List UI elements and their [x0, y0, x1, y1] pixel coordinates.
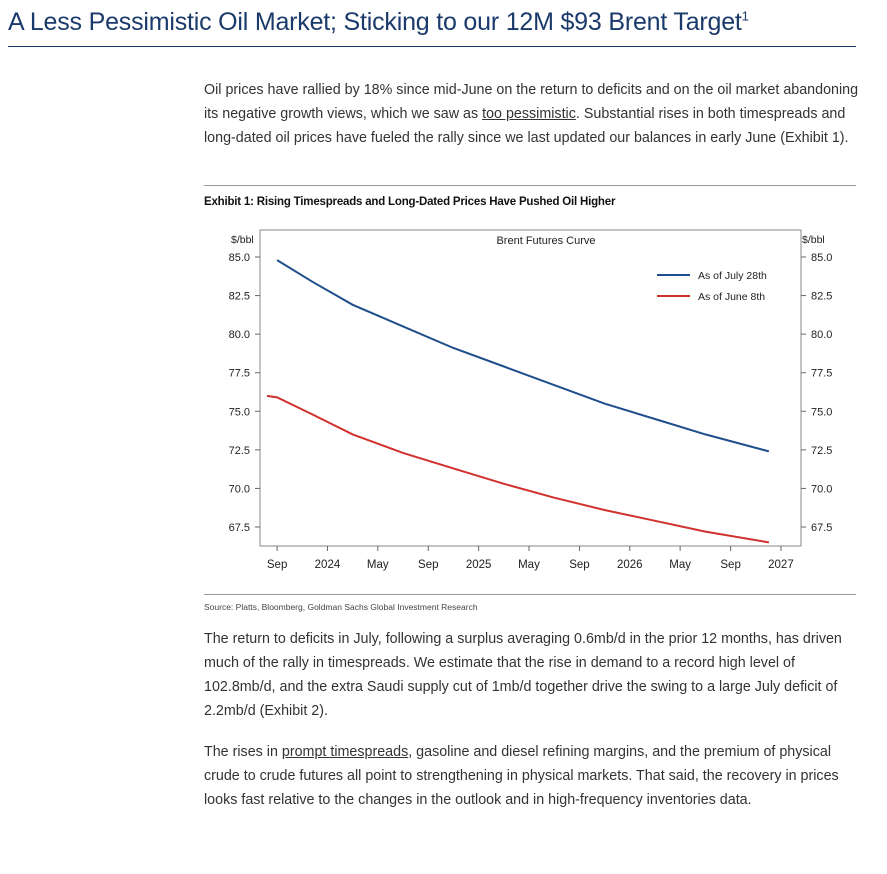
plot-frame [259, 229, 802, 547]
intro-paragraph: Oil prices have rallied by 18% since mid… [204, 78, 864, 150]
x-tick-label: Sep [569, 559, 589, 571]
exhibit-source: Source: Platts, Bloomberg, Goldman Sachs… [204, 602, 478, 612]
series-line-june-8 [266, 394, 770, 544]
exhibit-title: Exhibit 1: Rising Timespreads and Long-D… [204, 196, 616, 208]
y-axis-left-label: $/bbl [231, 234, 254, 246]
x-tick-label: Sep [418, 559, 438, 571]
x-tick-label: May [518, 559, 540, 571]
legend-label-july-28: As of July 28th [698, 270, 767, 282]
series-lines [266, 259, 770, 544]
x-tick-label: 2024 [315, 559, 341, 571]
prompt-timespreads-link[interactable]: prompt timespreads [281, 744, 409, 760]
y-tick-label-left: 77.5 [229, 368, 250, 380]
y-tick-label-right: 70.0 [811, 483, 832, 495]
y-tick-label-left: 75.0 [229, 406, 250, 418]
y-tick-label-left: 72.5 [229, 445, 250, 457]
x-axis-ticks: Sep 2024 May Sep 2025 May Sep 2026 May Sep 2027 [267, 546, 794, 571]
x-tick-label: Sep [267, 559, 287, 571]
y-tick-label-left: 67.5 [229, 522, 250, 534]
y-axis-ticks: 85.0 85.0 82.5 82.5 80.0 80.0 77.5 77.5 75.0 75.0… [229, 252, 833, 534]
y-tick-label-right: 67.5 [811, 522, 832, 534]
series-line-july-28 [276, 259, 770, 453]
p2-text-before: The rises in [204, 744, 282, 760]
y-tick-label-right: 72.5 [811, 445, 832, 457]
y-tick-label-left: 80.0 [229, 329, 250, 341]
title-divider [8, 46, 856, 47]
p2-text-after: , gasoline and diesel refining margins, … [204, 744, 839, 808]
y-tick-label-right: 82.5 [811, 291, 832, 303]
legend-label-june-8: As of June 8th [698, 291, 765, 303]
footnote-marker[interactable]: 1 [741, 8, 749, 24]
y-tick-label-right: 80.0 [811, 329, 832, 341]
y-tick-label-right: 75.0 [811, 406, 832, 418]
y-tick-label-left: 85.0 [229, 252, 250, 264]
x-tick-label: 2025 [466, 559, 492, 571]
x-tick-label: May [669, 559, 691, 571]
y-axis-right-label: $/bbl [802, 234, 825, 246]
exhibit-top-divider [204, 185, 856, 186]
y-tick-label-left: 70.0 [229, 483, 250, 495]
y-tick-label-right: 85.0 [811, 252, 832, 264]
y-tick-label-right: 77.5 [811, 368, 832, 380]
y-tick-label-left: 82.5 [229, 291, 250, 303]
exhibit-bottom-divider [204, 594, 856, 595]
body-paragraph-2: The rises in prompt timespreads, gasolin… [204, 740, 864, 812]
x-tick-label: Sep [720, 559, 740, 571]
intro-text-after: . Substantial rises in both timespreads … [204, 106, 849, 146]
x-tick-label: May [367, 559, 389, 571]
legend: As of July 28th As of June 8th [657, 270, 767, 303]
intro-text-before: Oil prices have rallied by 18% since mid… [204, 82, 859, 122]
x-tick-label: 2027 [768, 559, 794, 571]
body-paragraph-1: The return to deficits in July, followin… [204, 631, 842, 719]
page-title: A Less Pessimistic Oil Market; Sticking … [8, 8, 749, 37]
chart-title: Brent Futures Curve [496, 235, 595, 247]
too-pessimistic-link[interactable]: too pessimistic [482, 106, 576, 122]
x-tick-label: 2026 [617, 559, 643, 571]
page-title-text: A Less Pessimistic Oil Market; Sticking … [8, 8, 742, 36]
